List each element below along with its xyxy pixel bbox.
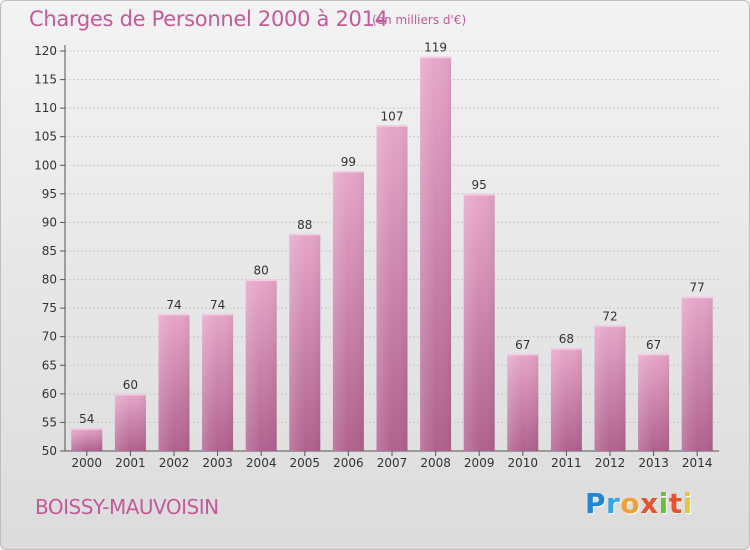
bar-shine: [245, 279, 277, 451]
x-tick-label: 2011: [551, 456, 582, 470]
y-tick-label: 55: [42, 415, 57, 429]
bar-layer: [71, 56, 713, 452]
bar-shine: [289, 233, 321, 451]
bar-cap: [463, 193, 495, 196]
bar-cap: [289, 233, 321, 236]
data-label: 95: [472, 178, 487, 192]
y-tick-label: 95: [42, 187, 57, 201]
data-label: 99: [341, 155, 356, 169]
brand-letter: t: [668, 487, 683, 520]
proxiti-logo: Proxiti: [585, 487, 693, 520]
bar-shine: [332, 171, 364, 451]
y-tick-label: 50: [42, 444, 57, 458]
brand-letter: o: [620, 487, 641, 520]
data-label: 80: [254, 264, 269, 278]
x-tick-label: 2002: [159, 456, 190, 470]
bar-shine: [158, 313, 190, 451]
data-label: 54: [79, 412, 94, 426]
data-label: 67: [515, 338, 530, 352]
x-tick-label: 2003: [202, 456, 233, 470]
bar-cap: [420, 56, 452, 59]
x-tick-label: 2004: [246, 456, 277, 470]
x-tick-label: 2009: [464, 456, 495, 470]
bar-cap: [550, 348, 582, 350]
data-label: 74: [166, 298, 181, 312]
y-tick-label: 80: [42, 273, 57, 287]
commune-name: BOISSY-MAUVOISIN: [35, 495, 219, 519]
y-tick-label: 75: [42, 301, 57, 315]
data-label: 72: [602, 309, 617, 323]
x-tick-label: 2001: [115, 456, 146, 470]
bar-cap: [507, 353, 539, 356]
data-label: 88: [297, 218, 312, 232]
chart-unit: (en milliers d'€): [372, 13, 467, 27]
brand-letter: P: [585, 487, 607, 520]
x-tick-label: 2010: [508, 456, 539, 470]
y-tick-label: 115: [34, 73, 57, 87]
bar-shine: [681, 296, 713, 451]
x-tick-label: 2000: [72, 456, 103, 470]
bar-cap: [681, 296, 713, 299]
bar-shine: [71, 428, 103, 451]
bar-shine: [376, 125, 408, 452]
data-label: 68: [559, 332, 574, 346]
x-tick-label: 2006: [333, 456, 364, 470]
brand-letter: x: [640, 487, 659, 520]
bar-cap: [245, 279, 277, 282]
bar-shine: [594, 325, 626, 451]
bar-cap: [376, 125, 408, 127]
x-tick-label: 2013: [638, 456, 669, 470]
x-tick-label: 2007: [377, 456, 408, 470]
x-tick-label: 2008: [420, 456, 451, 470]
x-tick-label: 2014: [682, 456, 713, 470]
y-tick-label: 110: [34, 101, 57, 115]
x-tick-label: 2012: [595, 456, 626, 470]
bar-cap: [594, 325, 626, 327]
data-label: 77: [690, 281, 705, 295]
data-label: 119: [424, 41, 447, 55]
data-label: 107: [381, 109, 404, 123]
data-label: 67: [646, 338, 661, 352]
bar-shine: [463, 193, 495, 451]
bar-cap: [71, 428, 103, 430]
y-tick-label: 120: [34, 44, 57, 58]
bar-shine: [420, 56, 452, 451]
y-tick-label: 65: [42, 358, 57, 372]
bar-cap: [114, 393, 146, 396]
bar-shine: [638, 353, 670, 451]
bar-cap: [158, 313, 190, 316]
y-tick-label: 100: [34, 158, 57, 172]
bar-shine: [507, 353, 539, 451]
brand-letter: i: [682, 487, 693, 520]
y-tick-label: 90: [42, 215, 57, 229]
y-tick-label: 70: [42, 330, 57, 344]
bar-cap: [202, 313, 234, 316]
data-label: 74: [210, 298, 225, 312]
bar-cap: [332, 171, 364, 173]
y-tick-label: 85: [42, 244, 57, 258]
bar-shine: [114, 393, 146, 451]
bar-cap: [638, 353, 670, 356]
chart-title: Charges de Personnel 2000 à 2014: [29, 7, 388, 31]
y-tick-label: 60: [42, 387, 57, 401]
bar-shine: [202, 313, 234, 451]
data-label: 60: [123, 378, 138, 392]
x-tick-label: 2005: [290, 456, 321, 470]
label-layer: 54 60 74 74 80 88 99 107 119 95 67 68 72 67 77: [79, 41, 705, 426]
brand-letter: i: [658, 487, 669, 520]
y-tick-label: 105: [34, 130, 57, 144]
brand-letter: r: [606, 487, 621, 520]
bar-shine: [550, 348, 582, 451]
